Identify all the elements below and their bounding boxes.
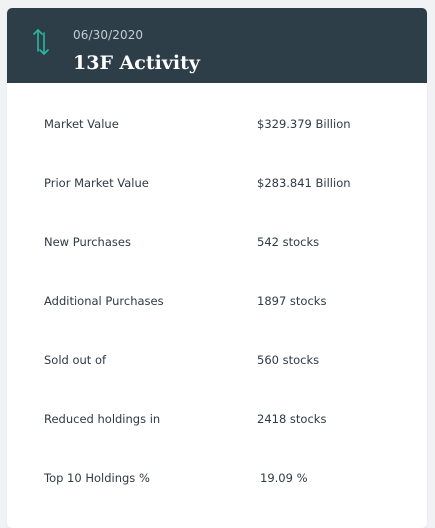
market-value-value: $329.379 Billion <box>257 117 351 131</box>
list-item: Additional Purchases 1897 stocks <box>7 260 427 319</box>
prior-market-value-label: Prior Market Value <box>44 176 149 190</box>
activity-list: Market Value $329.379 Billion Prior Mark… <box>7 83 427 496</box>
top-10-holdings-value: 19.09 % <box>260 471 308 485</box>
list-item: Reduced holdings in 2418 stocks <box>7 378 427 437</box>
sold-out-label: Sold out of <box>44 353 107 367</box>
card-header: 06/30/2020 13F Activity <box>7 8 427 83</box>
card-title: 13F Activity <box>73 52 200 74</box>
reduced-holdings-label: Reduced holdings in <box>44 412 161 426</box>
list-item: Sold out of 560 stocks <box>7 319 427 378</box>
additional-purchases-label: Additional Purchases <box>44 294 164 308</box>
up-down-arrows-icon <box>33 29 49 55</box>
market-value-label: Market Value <box>44 117 119 131</box>
list-item: Market Value $329.379 Billion <box>7 83 427 142</box>
report-date: 06/30/2020 <box>73 28 144 42</box>
activity-card: 06/30/2020 13F Activity Market Value $32… <box>7 8 427 528</box>
sold-out-value: 560 stocks <box>257 353 320 367</box>
new-purchases-label: New Purchases <box>44 235 131 249</box>
list-item: New Purchases 542 stocks <box>7 201 427 260</box>
additional-purchases-value: 1897 stocks <box>257 294 327 308</box>
reduced-holdings-value: 2418 stocks <box>257 412 327 426</box>
list-item: Top 10 Holdings % 19.09 % <box>7 437 427 496</box>
prior-market-value-value: $283.841 Billion <box>257 176 351 190</box>
top-10-holdings-label: Top 10 Holdings % <box>44 471 150 485</box>
list-item: Prior Market Value $283.841 Billion <box>7 142 427 201</box>
new-purchases-value: 542 stocks <box>257 235 320 249</box>
